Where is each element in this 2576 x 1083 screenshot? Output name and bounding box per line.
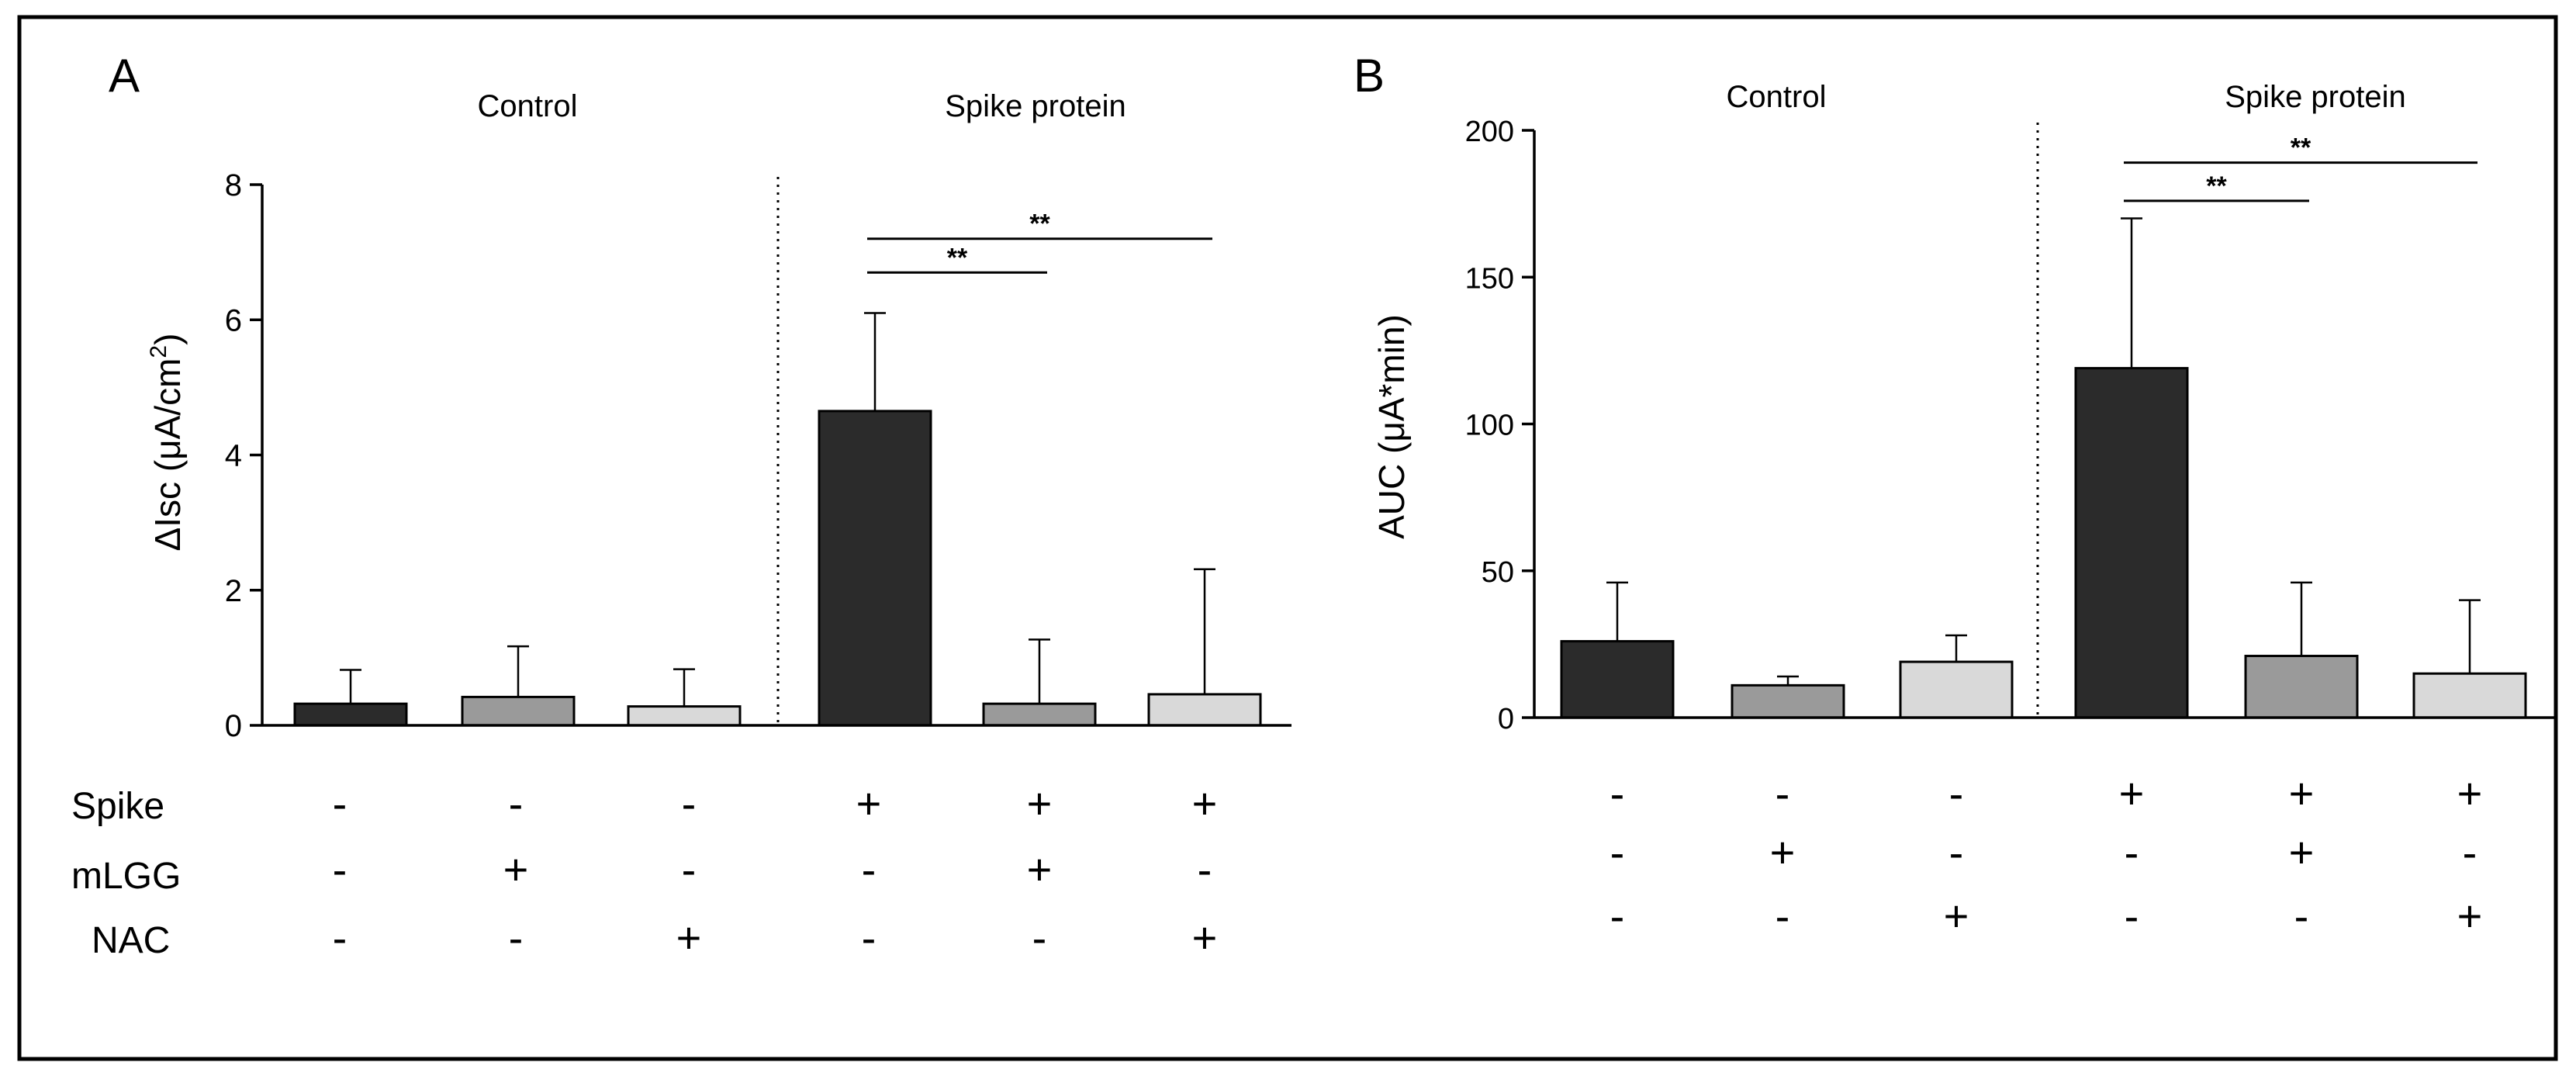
panel-b-plot: 0 50 100 150 200 ** ** - - - + + + - + - - + - - - + - - + [1465, 116, 2556, 940]
panel-a-bar [293, 702, 408, 727]
row-label-mlgg: mLGG [71, 856, 181, 897]
panel-a-condition-mark: - [333, 779, 348, 828]
figure-frame [17, 15, 2558, 1061]
panel-a-y-tick-label: 8 [225, 168, 242, 202]
panel-b-y-tick-label: 150 [1465, 262, 1514, 295]
panel-b-bar [1899, 660, 2014, 719]
panel-b-condition-mark: - [2463, 828, 2477, 877]
panel-a-bar [982, 702, 1097, 727]
panel-a-group-spike: Spike protein [945, 89, 1125, 123]
panel-b-bar [2074, 367, 2189, 719]
panel-b-bar [2412, 672, 2527, 719]
panel-b-y-tick-label: 200 [1465, 116, 1514, 148]
panel-b-condition-mark: - [1610, 828, 1625, 877]
panel-b-condition-mark: - [1949, 769, 1964, 818]
panel-a-bar [461, 695, 576, 727]
panel-b-condition-mark: - [2125, 891, 2139, 940]
panel-b-bar [1731, 683, 1845, 719]
panel-a-condition-mark: - [682, 845, 697, 894]
panel-a-condition-mark: - [1032, 913, 1047, 962]
panel-b-label: B [1354, 50, 1385, 102]
panel-b-condition-mark: - [2125, 828, 2139, 877]
panel-b-y-tick-label: 100 [1465, 410, 1514, 442]
panel-a-label: A [109, 50, 140, 102]
panel-a-condition-mark: - [509, 779, 524, 828]
panel-a-condition-mark: + [676, 913, 702, 962]
panel-b-condition-mark: + [2289, 769, 2315, 818]
panel-b-y-tick-label: 50 [1482, 556, 1514, 589]
panel-a-condition-mark: + [1027, 779, 1053, 828]
panel-a-condition-mark: - [862, 845, 877, 894]
panel-b-condition-mark: - [1776, 891, 1790, 940]
panel-a-y-tick-label: 2 [225, 574, 242, 608]
panel-b-condition-mark: + [2289, 828, 2315, 877]
panel-b-group-spike: Spike protein [2225, 80, 2405, 114]
panel-a-condition-mark: - [862, 913, 877, 962]
panel-b-significance-label: ** [2206, 171, 2227, 201]
panel-a-bar [818, 410, 932, 727]
panel-a-y-tick-label: 6 [225, 303, 242, 337]
panel-a-y-tick-label: 4 [225, 439, 242, 473]
panel-b-bar [2244, 655, 2359, 719]
panel-a-condition-mark: + [1192, 779, 1218, 828]
panel-b-y-tick-label: 0 [1498, 703, 1514, 735]
panel-b-condition-mark: + [2119, 769, 2145, 818]
panel-a-condition-mark: - [333, 845, 348, 894]
panel-b-condition-mark: - [1610, 769, 1625, 818]
panel-b-condition-mark: - [1949, 828, 1964, 877]
panel-a-condition-mark: - [1198, 845, 1212, 894]
panel-b-condition-mark: - [1776, 769, 1790, 818]
panel-b-condition-mark: + [1944, 891, 1969, 940]
panel-b-condition-mark: + [1770, 828, 1796, 877]
panel-a-condition-mark: + [503, 845, 529, 894]
row-label-spike: Spike [71, 786, 164, 827]
panel-a-condition-mark: + [856, 779, 882, 828]
panel-a-significance-label: ** [1029, 209, 1050, 239]
panel-a-ylabel: ΔIsc (μA/cm2) [146, 334, 188, 552]
panel-b-condition-mark: + [2457, 769, 2483, 818]
panel-a-condition-mark: + [1027, 845, 1053, 894]
panel-b-ylabel: AUC (μA*min) [1371, 314, 1412, 539]
panel-a-bar [1147, 693, 1262, 727]
panel-a-condition-mark: - [682, 779, 697, 828]
panel-b-condition-mark: - [1610, 891, 1625, 940]
panel-a-condition-mark: - [333, 913, 348, 962]
panel-a-significance-label: ** [947, 243, 968, 272]
row-label-nac: NAC [92, 920, 170, 961]
panel-b-condition-mark: - [2294, 891, 2309, 940]
panel-b-bar [1560, 640, 1675, 719]
panel-a-group-control: Control [478, 89, 578, 123]
panel-a-plot: 0 2 4 6 8 ** ** - - - + + + - + - - + - - - + - - + [225, 168, 1291, 962]
panel-a-y-tick-label: 0 [225, 709, 242, 743]
panel-a-condition-mark: - [509, 913, 524, 962]
panel-b-condition-mark: + [2457, 891, 2483, 940]
panel-a-condition-mark: + [1192, 913, 1218, 962]
panel-b-group-control: Control [1727, 80, 1827, 114]
panel-a-bar [627, 705, 742, 727]
panel-b-significance-label: ** [2291, 133, 2311, 163]
